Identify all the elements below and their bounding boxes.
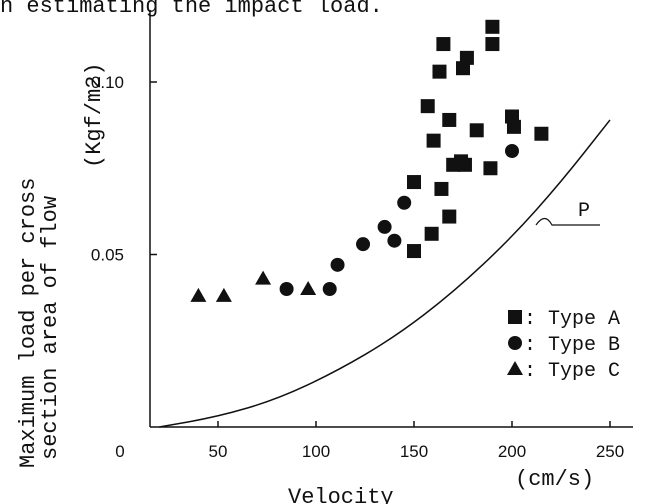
legend-marker-type-b (508, 336, 522, 350)
x-tick-label: 0 (115, 442, 124, 461)
point-type-a (442, 209, 457, 224)
legend-marker-type-c (507, 361, 523, 375)
point-type-b (377, 219, 392, 234)
curve-p-label: P (578, 200, 590, 223)
point-type-a (436, 37, 451, 52)
point-type-a (534, 126, 549, 141)
curve-group: P (159, 119, 611, 428)
y-axis-label-line1: Maximum load per cross (16, 178, 41, 468)
point-type-c (190, 287, 207, 302)
legend-marker-type-a (508, 310, 522, 324)
point-type-a (485, 19, 500, 34)
point-type-a (434, 181, 449, 196)
y-axis-title: Maximum load per cross section area of f… (16, 62, 107, 468)
legend-label-type-b: : Type B (524, 334, 620, 357)
point-type-b (322, 282, 337, 296)
point-type-a (432, 64, 447, 79)
legend-label-type-a: : Type A (524, 308, 620, 331)
point-type-a (454, 154, 469, 169)
curve-p-leader (535, 217, 600, 226)
point-type-a (407, 175, 421, 190)
point-type-a (459, 50, 474, 65)
axes (149, 10, 633, 428)
x-axis-unit: (cm/s) (515, 467, 594, 492)
x-tick-label: 250 (596, 442, 624, 461)
tick-labels: 0 50 100 150 200 250 0.05 0.10 (91, 73, 624, 461)
point-type-b (279, 282, 294, 296)
point-type-b (387, 233, 402, 248)
point-type-a (407, 244, 421, 259)
point-type-b (397, 195, 412, 210)
point-type-a (469, 123, 484, 138)
legend: : Type A : Type B : Type C (507, 308, 620, 383)
y-axis-unit: (Kgf/m2) (82, 62, 107, 168)
point-type-c (255, 270, 272, 285)
x-tick-label: 200 (498, 442, 526, 461)
point-type-a (485, 37, 500, 52)
x-axis-label: Velocity (288, 485, 394, 504)
y-axis-label-line2: section area of flow (38, 196, 63, 460)
x-tick-label: 100 (302, 442, 330, 461)
point-type-c (215, 287, 232, 302)
point-type-a (442, 112, 457, 127)
x-tick-label: 50 (209, 442, 228, 461)
legend-label-type-c: : Type C (524, 360, 620, 383)
point-type-a (426, 133, 441, 148)
y-tick-label: 0.05 (91, 246, 124, 265)
point-type-b (356, 237, 371, 252)
y-tick-label: 0.10 (91, 73, 124, 92)
point-type-b (330, 257, 345, 272)
x-tick-label: 150 (400, 442, 428, 461)
point-type-a (424, 226, 439, 241)
point-type-a (506, 119, 521, 134)
point-type-c (300, 281, 317, 295)
point-type-a (420, 99, 435, 114)
caption-fragment: n estimating the impact load. (0, 0, 383, 19)
curve-p (159, 119, 611, 428)
point-type-b (505, 144, 519, 158)
data-points (190, 19, 549, 302)
ticks (150, 81, 611, 427)
point-type-a (483, 161, 498, 176)
